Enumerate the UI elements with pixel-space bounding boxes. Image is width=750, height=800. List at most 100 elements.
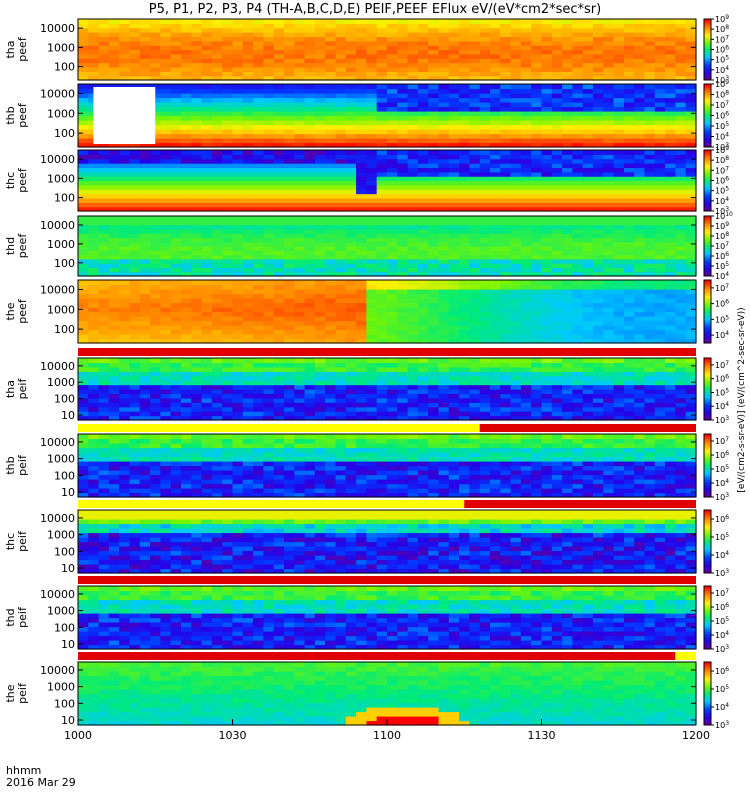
colorbar-step <box>704 46 711 49</box>
heatmap-cell <box>139 311 151 317</box>
heatmap-cell <box>428 316 440 322</box>
heatmap-cell <box>459 250 470 256</box>
heatmap-cell <box>108 228 120 234</box>
heatmap-cell <box>191 311 203 317</box>
heatmap-cell <box>438 36 450 42</box>
heatmap-cell <box>448 189 460 195</box>
heatmap-cell <box>191 241 203 247</box>
heatmap-cell <box>201 246 213 251</box>
heatmap-cell <box>356 115 367 121</box>
heatmap-cell <box>685 284 697 290</box>
heatmap-cell <box>160 302 172 308</box>
heatmap-cell <box>593 58 604 64</box>
heatmap-cell <box>459 206 470 212</box>
heatmap-cell <box>541 228 553 234</box>
heatmap-cell <box>665 320 676 326</box>
heatmap-cell <box>356 62 367 68</box>
heatmap-cell <box>119 75 131 81</box>
heatmap-cell <box>253 189 264 195</box>
heatmap-cell <box>345 193 357 199</box>
heatmap-cell <box>314 106 326 112</box>
heatmap-cell <box>407 362 419 368</box>
heatmap-cell <box>510 206 522 212</box>
heatmap-cell <box>98 397 110 403</box>
heatmap-cell <box>263 138 275 144</box>
heatmap-cell <box>541 40 553 46</box>
heatmap-cell <box>459 307 470 313</box>
heatmap-cell <box>376 71 388 77</box>
heatmap-cell <box>284 158 295 164</box>
heatmap-cell <box>654 27 666 33</box>
colorbar-step <box>704 75 711 78</box>
heatmap-cell <box>428 23 440 29</box>
heatmap-cell <box>232 338 244 344</box>
heatmap-cell <box>644 171 656 177</box>
heatmap-cell <box>78 93 89 99</box>
heatmap-cell <box>376 163 388 169</box>
heatmap-cell <box>170 84 182 90</box>
heatmap-cell <box>139 167 151 173</box>
heatmap-cell <box>325 66 337 72</box>
heatmap-cell <box>397 45 409 51</box>
heatmap-cell <box>119 142 131 148</box>
colorbar-step <box>704 235 711 238</box>
heatmap-cell <box>345 184 357 190</box>
heatmap-cell <box>181 302 192 308</box>
heatmap-cell <box>150 411 161 417</box>
heatmap-cell <box>345 167 357 173</box>
heatmap-cell <box>685 206 697 212</box>
heatmap-cell <box>345 138 357 144</box>
panel-ylabel: peef <box>16 36 29 62</box>
heatmap-cell <box>314 102 326 108</box>
heatmap-cell <box>428 167 440 173</box>
heatmap-cell <box>520 49 532 55</box>
heatmap-cell <box>675 27 687 33</box>
heatmap-cell <box>211 75 223 81</box>
heatmap-cell <box>211 316 223 322</box>
heatmap-cell <box>222 402 234 408</box>
heatmap-cell <box>417 71 429 77</box>
heatmap-cell <box>345 224 357 230</box>
heatmap-cell <box>459 150 470 155</box>
heatmap-cell <box>613 271 625 277</box>
heatmap-cell <box>634 171 646 177</box>
heatmap-cell <box>88 280 100 286</box>
heatmap-cell <box>150 228 161 234</box>
heatmap-cell <box>211 154 223 160</box>
heatmap-cell <box>325 111 337 117</box>
heatmap-cell <box>407 180 419 186</box>
heatmap-cell <box>634 316 646 322</box>
heatmap-cell <box>675 150 687 155</box>
heatmap-cell <box>304 150 316 155</box>
heatmap-cell <box>263 258 275 264</box>
heatmap-cell <box>356 254 367 260</box>
heatmap-cell <box>222 393 234 399</box>
heatmap-cell <box>139 71 151 77</box>
heatmap-cell <box>345 375 357 381</box>
colorbar-step <box>704 128 711 131</box>
heatmap-cell <box>242 176 254 182</box>
heatmap-cell <box>335 193 347 199</box>
heatmap-cell <box>644 36 656 42</box>
heatmap-cell <box>88 289 100 295</box>
heatmap-cell <box>685 258 697 264</box>
heatmap-cell <box>407 163 419 169</box>
heatmap-cell <box>593 216 604 221</box>
heatmap-cell <box>562 206 573 212</box>
heatmap-cell <box>78 66 89 72</box>
heatmap-cell <box>479 284 491 290</box>
heatmap-cell <box>459 120 470 126</box>
heatmap-cell <box>325 158 337 164</box>
heatmap-cell <box>572 71 584 77</box>
heatmap-cell <box>242 334 254 340</box>
heatmap-cell <box>181 102 192 108</box>
heatmap-cell <box>417 320 429 326</box>
heatmap-cell <box>459 316 470 322</box>
heatmap-cell <box>366 124 378 130</box>
heatmap-cell <box>273 267 285 273</box>
heatmap-cell <box>98 325 110 331</box>
heatmap-cell <box>376 393 388 399</box>
colorbar-step <box>704 106 711 109</box>
heatmap-cell <box>634 298 646 304</box>
heatmap-cell <box>407 393 419 399</box>
